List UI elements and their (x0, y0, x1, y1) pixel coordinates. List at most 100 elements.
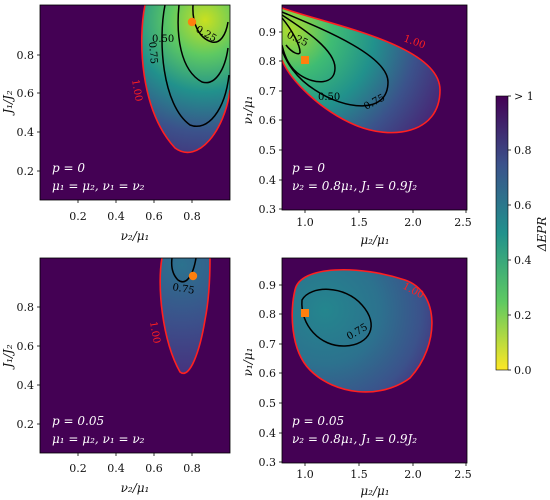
x-tick-label: 2.5 (454, 216, 472, 229)
y-tick-label: 0.3 (259, 203, 277, 216)
y-tick-label: 0.7 (259, 85, 277, 98)
y-tick-label: 0.8 (259, 55, 277, 68)
colorbar: 0.0 0.2 0.4 0.6 0.8 > 1 ΔEPR (495, 90, 549, 377)
marker-point (301, 56, 309, 64)
x-tick-label: 2.0 (404, 468, 422, 481)
y-tick-label: 0.6 (259, 114, 277, 127)
x-axis-label: μ₂/μ₁ (360, 233, 389, 247)
y-axis-label: J₁/J₂ (1, 90, 15, 116)
annotation-line-2: ν₂ = 0.8μ₁, J₁ = 0.9J₂ (292, 179, 417, 193)
panel-bottom-left: 1.00 0.75 0.2 0.4 0.6 0.8 0.2 0.4 0.6 0.… (1, 257, 231, 495)
contour-label-0.50: 0.50 (152, 34, 174, 45)
y-tick-label: 0.6 (259, 367, 277, 380)
annotation-line-2: μ₁ = μ₂, ν₁ = ν₂ (52, 432, 145, 446)
marker-point (187, 17, 197, 27)
y-axis-label: ν₁/μ₁ (241, 348, 255, 377)
x-tick-label: 1.5 (350, 216, 368, 229)
y-tick-label: 0.6 (17, 87, 35, 100)
contour-1.00 (282, 7, 441, 134)
annotation-line-2: ν₂ = 0.8μ₁, J₁ = 0.9J₂ (292, 432, 417, 446)
contour-label-0.75: 0.75 (171, 282, 195, 297)
colorbar-tick-label: 0.2 (514, 309, 532, 322)
y-tick-label: 0.7 (259, 338, 277, 351)
annotation-line-1: p = 0.05 (52, 414, 104, 428)
y-tick-label: 0.5 (259, 144, 277, 157)
x-tick-label: 2.5 (454, 468, 472, 481)
colorbar-tick-label: > 1 (514, 90, 534, 103)
contour-1.00 (291, 268, 433, 393)
x-tick-labels: 1.0 1.5 2.0 2.5 (296, 468, 472, 481)
panel-bottom-right: 1.00 0.75 1.0 1.5 2.0 2.5 0.3 0.4 0.5 0.… (241, 257, 472, 498)
annotation-line-1: p = 0.05 (292, 414, 344, 428)
y-tick-label: 0.4 (259, 174, 277, 187)
contour-0.50 (177, 5, 229, 84)
contour-1.00 (140, 5, 230, 154)
x-tick-labels: 0.2 0.4 0.6 0.8 (69, 210, 201, 223)
x-tick-label: 0.8 (183, 210, 201, 223)
y-tick-label: 0.2 (17, 418, 35, 431)
y-tick-labels: 0.3 0.4 0.5 0.6 0.7 0.8 0.9 (259, 279, 277, 469)
x-tick-label: 0.4 (107, 210, 125, 223)
y-axis-label: ν₁/μ₁ (241, 96, 255, 125)
contour-label-1.00: 1.00 (147, 321, 162, 345)
x-tick-label: 1.0 (296, 216, 314, 229)
contour-0.75 (170, 258, 197, 283)
colorbar-tick-label: 0.4 (514, 254, 532, 267)
x-axis-label: ν₂/μ₁ (121, 229, 150, 243)
y-axis-label: J₁/J₂ (1, 344, 15, 370)
contour-0.25 (282, 17, 301, 55)
x-tick-labels: 0.2 0.4 0.6 0.8 (69, 462, 201, 475)
contour-0.75 (301, 288, 372, 347)
heatmap-region (282, 8, 440, 133)
annotation-line-2: μ₁ = μ₂, ν₁ = ν₂ (52, 179, 145, 193)
panel-top-right: 1.00 0.75 0.50 0.25 1.0 1.5 2.0 2.5 0.3 … (241, 4, 472, 247)
x-tick-label: 0.6 (145, 210, 163, 223)
contour-label-0.75: 0.75 (146, 41, 159, 64)
x-tick-label: 0.8 (183, 462, 201, 475)
x-tick-label: 0.2 (69, 462, 87, 475)
colorbar-tick-label: 0.6 (514, 199, 532, 212)
y-tick-label: 0.6 (17, 340, 35, 353)
annotation-line-1: p = 0 (292, 161, 325, 175)
x-tick-label: 0.4 (107, 462, 125, 475)
x-tick-label: 0.2 (69, 210, 87, 223)
y-tick-labels: 0.2 0.4 0.6 0.8 (17, 301, 35, 431)
heatmap-region (160, 258, 210, 374)
y-tick-label: 0.9 (259, 279, 277, 292)
contour-0.75 (282, 11, 389, 107)
x-tick-label: 1.5 (350, 468, 368, 481)
x-tick-label: 0.6 (145, 462, 163, 475)
contour-label-1.00: 1.00 (129, 79, 144, 103)
colorbar-tick-label: 0.0 (514, 364, 532, 377)
y-tick-labels: 0.2 0.4 0.6 0.8 (17, 49, 35, 178)
y-tick-label: 0.9 (259, 26, 277, 39)
marker-point (301, 309, 309, 317)
y-tick-label: 0.5 (259, 397, 277, 410)
panel-top-left: 1.00 0.75 0.50 0.25 0.2 0.4 0.6 0.8 0.2 … (1, 4, 231, 243)
y-tick-labels: 0.3 0.4 0.5 0.6 0.7 0.8 0.9 (259, 26, 277, 216)
y-tick-label: 0.8 (259, 308, 277, 321)
y-tick-label: 0.4 (259, 427, 277, 440)
x-axis-label: ν₂/μ₁ (121, 481, 150, 495)
x-tick-labels: 1.0 1.5 2.0 2.5 (296, 216, 472, 229)
colorbar-gradient (495, 95, 509, 371)
colorbar-tick-label: 0.8 (514, 144, 532, 157)
heatmap-region (292, 269, 432, 392)
annotation-line-1: p = 0 (52, 161, 85, 175)
contour-0.50 (282, 14, 336, 83)
marker-point (188, 271, 198, 281)
x-tick-label: 1.0 (296, 468, 314, 481)
contour-0.75 (161, 5, 230, 127)
y-tick-label: 0.4 (17, 126, 35, 139)
y-tick-label: 0.8 (17, 49, 35, 62)
heatmap-region (141, 5, 230, 153)
y-tick-label: 0.8 (17, 301, 35, 314)
y-tick-label: 0.4 (17, 379, 35, 392)
contour-label-0.50: 0.50 (318, 92, 340, 103)
x-axis-label: μ₂/μ₁ (360, 484, 389, 498)
y-tick-label: 0.3 (259, 456, 277, 469)
colorbar-label: ΔEPR (535, 217, 549, 253)
contour-1.00 (159, 258, 211, 375)
x-tick-label: 2.0 (404, 216, 422, 229)
